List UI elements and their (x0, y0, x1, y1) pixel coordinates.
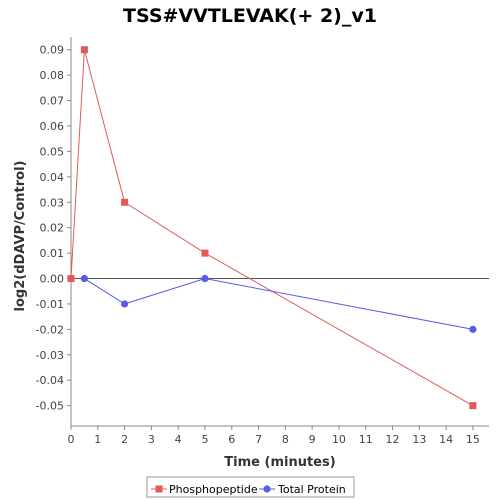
legend-label: Phosphopeptide (169, 483, 258, 496)
x-axis-label: Time (minutes) (224, 455, 335, 470)
y-tick-label: 0.04 (40, 171, 65, 184)
x-tick-label: 1 (94, 433, 101, 446)
data-point (120, 300, 129, 308)
series-total-protein (80, 274, 477, 333)
y-tick-label: 0.06 (40, 120, 65, 133)
legend-item: Phosphopeptide (151, 483, 258, 496)
y-tick-label: 0.07 (40, 95, 65, 108)
x-tick-label: 9 (309, 433, 316, 446)
x-tick-label: 11 (359, 433, 373, 446)
data-point (201, 249, 209, 257)
x-tick-label: 8 (282, 433, 289, 446)
legend-items: Phosphopeptide Total Protein (151, 483, 346, 496)
data-point (121, 198, 129, 206)
legend-item: Total Protein (259, 483, 346, 496)
x-tick-label: 3 (148, 433, 155, 446)
data-point (67, 275, 75, 283)
legend-label: Total Protein (277, 483, 346, 496)
y-tick-label: -0.02 (36, 323, 64, 336)
x-tick-label: 15 (466, 433, 480, 446)
legend-marker (155, 485, 163, 493)
series-line (84, 278, 474, 330)
data-point (469, 325, 477, 333)
y-axis-label: log2(dDAVP/Control) (13, 161, 28, 312)
x-tick-label: 5 (201, 433, 208, 446)
y-tick-label: 0.09 (40, 44, 65, 57)
x-tick-label: 2 (121, 433, 128, 446)
x-tick-label: 10 (332, 433, 346, 446)
y-tick-label: 0.05 (40, 145, 65, 158)
y-tick-label: -0.05 (36, 400, 64, 413)
y-tick-label: -0.04 (36, 374, 64, 387)
y-tick-label: 0.00 (40, 273, 65, 286)
y-tick-label: 0.03 (40, 196, 65, 209)
chart-title: TSS#VVTLEVAK(+ 2)_v1 (123, 5, 377, 27)
y-tick-label: 0.08 (40, 69, 65, 82)
data-point (469, 402, 477, 410)
y-tick-label: 0.02 (40, 222, 65, 235)
legend-marker (263, 485, 271, 493)
x-tick-label: 6 (228, 433, 235, 446)
y-tick-label: -0.01 (36, 298, 64, 311)
axes-layer: 0.09 0.08 0.07 0.06 0.05 0.04 0.03 0.02 0.01 0.00… (36, 37, 489, 446)
x-tick-label: 0 (68, 433, 75, 446)
data-point (80, 274, 88, 283)
legend: Phosphopeptide Total Protein (146, 476, 355, 498)
x-tick-label: 7 (255, 433, 262, 446)
x-tick-label: 14 (439, 433, 453, 446)
data-point (201, 274, 209, 283)
x-tick-label: 4 (175, 433, 182, 446)
x-tick-label: 12 (386, 433, 400, 446)
data-point (80, 46, 88, 54)
plot-area (71, 37, 489, 426)
y-tick-label: 0.01 (40, 247, 65, 260)
series-layer (67, 46, 477, 410)
y-tick-label: -0.03 (36, 349, 64, 362)
legend-box (146, 476, 355, 498)
series-phosphopeptide (67, 46, 477, 410)
x-tick-label: 13 (412, 433, 426, 446)
